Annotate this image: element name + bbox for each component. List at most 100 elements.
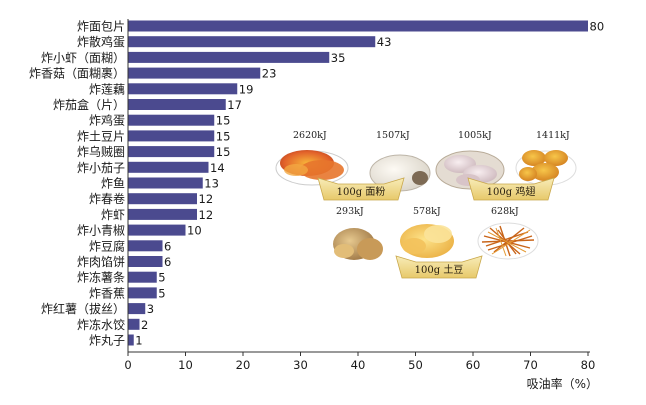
value-label: 6	[164, 239, 171, 253]
bar	[128, 161, 209, 173]
bar	[128, 20, 588, 32]
value-label: 15	[216, 129, 231, 143]
value-label: 23	[262, 67, 277, 81]
inset-group-flour: 2620kJ 1507kJ 100g 面粉	[275, 130, 431, 201]
x-tick-label: 10	[178, 358, 193, 372]
raw-potato-icon	[333, 228, 383, 260]
value-label: 15	[216, 145, 231, 159]
bar	[128, 318, 140, 330]
category-label: 炸小虾（面糊）	[41, 50, 125, 65]
category-label: 炸冻水饺	[77, 317, 125, 332]
banner-flour: 100g 面粉	[317, 177, 405, 201]
category-label: 炸茄盒（片）	[53, 97, 125, 112]
value-label: 1	[135, 334, 142, 348]
category-label: 炸莲藕	[89, 82, 125, 96]
bar	[128, 51, 330, 63]
category-label: 炸虾	[101, 208, 125, 222]
bars	[128, 20, 588, 346]
category-label: 炸春卷	[89, 191, 125, 206]
kj-label: 578kJ	[413, 206, 441, 217]
x-tick-label: 50	[408, 358, 423, 372]
category-label: 炸丸子	[89, 334, 125, 348]
value-label: 5	[158, 286, 165, 300]
bar	[128, 177, 203, 189]
fried-chicken-wings-icon	[515, 150, 577, 186]
bar	[128, 256, 163, 267]
calorie-inset: 2620kJ 1507kJ 100g 面粉 1005kJ	[275, 130, 577, 279]
banner-label: 100g 土豆	[415, 263, 464, 276]
x-tick-label: 40	[351, 358, 366, 372]
kj-label: 628kJ	[491, 206, 519, 217]
inset-group-potato: 293kJ 578kJ 628kJ	[333, 206, 539, 279]
value-label: 10	[187, 224, 202, 238]
banner-potato: 100g 土豆	[395, 255, 483, 279]
category-label: 炸乌贼圈	[77, 144, 125, 159]
banner-label: 100g 面粉	[337, 185, 386, 198]
value-label: 6	[164, 255, 171, 269]
value-label: 43	[377, 35, 392, 49]
bar	[128, 303, 146, 315]
kj-label: 1005kJ	[458, 130, 492, 141]
category-label: 炸肉馅饼	[77, 254, 125, 269]
bar	[128, 240, 163, 252]
x-tick-label: 30	[293, 358, 308, 372]
kj-label: 2620kJ	[293, 130, 327, 141]
category-label: 炸冻薯条	[77, 270, 125, 285]
x-tick-label: 0	[124, 358, 131, 372]
x-tick-label: 60	[466, 358, 481, 372]
value-label: 15	[216, 114, 231, 128]
value-label: 5	[158, 271, 165, 285]
bar	[128, 146, 215, 158]
category-label: 炸红薯（拔丝）	[41, 301, 125, 316]
value-label: 14	[210, 161, 225, 175]
fried-bread-slices-icon	[275, 150, 349, 186]
value-label: 12	[199, 208, 214, 222]
category-label: 炸小青椒	[77, 224, 125, 238]
bar	[128, 193, 197, 205]
bar	[128, 224, 186, 236]
bar	[128, 334, 134, 346]
category-labels: 炸面包片炸散鸡蛋炸小虾（面糊）炸香菇（面糊裹）炸莲藕炸茄盒（片）炸鸡蛋炸土豆片炸…	[29, 20, 125, 348]
category-label: 炸土豆片	[77, 129, 125, 143]
potato-slices-icon	[400, 224, 454, 258]
kj-label: 1411kJ	[536, 130, 570, 141]
value-label: 17	[227, 98, 242, 112]
category-label: 炸香蕉	[89, 286, 125, 300]
banner-label: 100g 鸡翅	[487, 185, 536, 198]
value-label: 19	[239, 82, 254, 96]
bar	[128, 114, 215, 126]
bar	[128, 130, 215, 142]
fried-shredded-potato-icon	[477, 222, 539, 260]
value-label: 13	[204, 177, 219, 191]
category-label: 炸香菇（面糊裹）	[29, 66, 125, 81]
kj-label: 1507kJ	[376, 130, 410, 141]
x-tick-label: 80	[581, 358, 596, 372]
value-label: 35	[331, 51, 346, 65]
bar	[128, 271, 157, 283]
bar	[128, 287, 157, 299]
x-tick-label: 20	[236, 358, 251, 372]
bar	[128, 67, 261, 79]
bar	[128, 208, 197, 220]
x-tick-label: 70	[523, 358, 538, 372]
x-axis-title: 吸油率（%）	[527, 376, 598, 391]
bar	[128, 99, 226, 110]
bar	[128, 83, 238, 95]
category-label: 炸小茄子	[77, 161, 125, 175]
category-label: 炸散鸡蛋	[77, 34, 125, 49]
bar	[128, 36, 376, 48]
inset-group-chicken-wing: 1005kJ 1411kJ 100g 鸡翅	[435, 130, 577, 201]
category-label: 炸豆腐	[89, 238, 125, 253]
banner-chicken-wing: 100g 鸡翅	[467, 177, 555, 201]
category-label: 炸鱼	[101, 177, 125, 191]
value-label: 80	[590, 20, 605, 34]
category-label: 炸鸡蛋	[89, 113, 125, 128]
value-label: 3	[147, 302, 154, 316]
value-label: 2	[141, 318, 148, 332]
x-axis: 0 10 20 30 40 50 60 70 80 吸油率（%）	[124, 19, 598, 391]
value-label: 12	[199, 192, 214, 206]
category-label: 炸面包片	[77, 20, 125, 34]
kj-label: 293kJ	[336, 206, 364, 217]
